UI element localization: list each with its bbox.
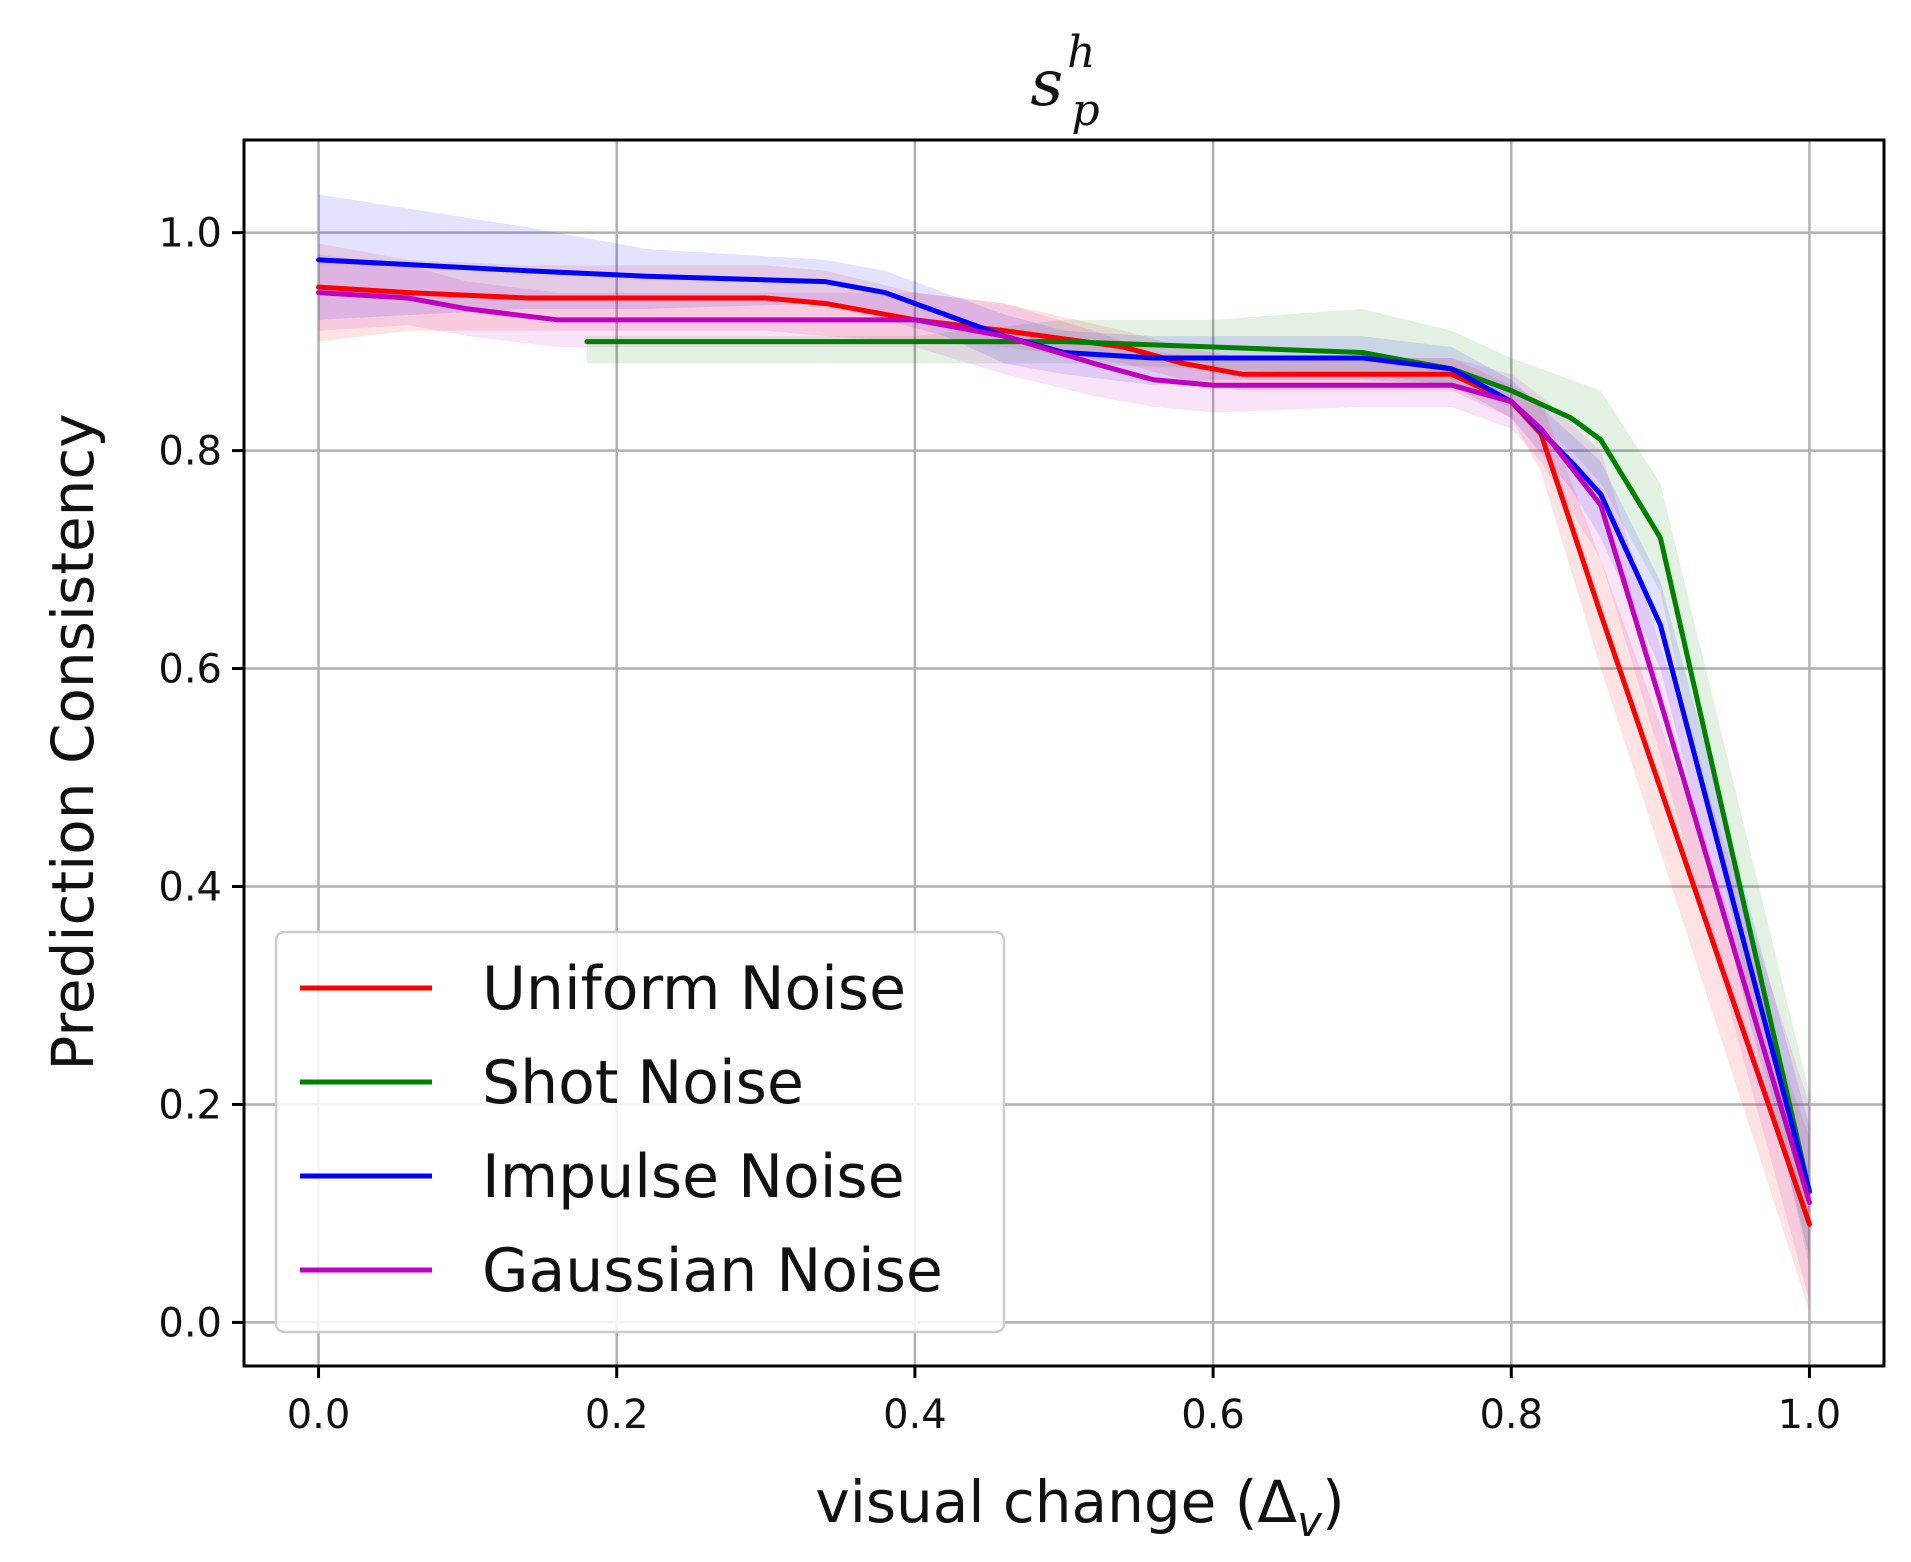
- x-tick-label: 0.4: [883, 1392, 947, 1438]
- x-tick-label: 1.0: [1778, 1392, 1842, 1438]
- x-tick-label: 0.2: [585, 1392, 649, 1438]
- gaussian-noise-line: [316, 290, 1812, 1206]
- x-tick-label: 0.8: [1479, 1392, 1543, 1438]
- y-tick-label: 0.4: [158, 864, 222, 910]
- y-axis-ticks: 0.0 0.2 0.4 0.6 0.8 1.0: [158, 211, 244, 1346]
- y-tick-label: 0.6: [158, 647, 222, 693]
- y-tick-label: 0.8: [158, 429, 222, 475]
- plot-frame: [242, 138, 1886, 1368]
- x-axis-title: visual change (Δv): [815, 1468, 1344, 1546]
- series-lines: [316, 257, 1812, 1227]
- legend-label-gaussian-noise: Gaussian Noise: [482, 1236, 943, 1306]
- legend-label-impulse-noise: Impulse Noise: [482, 1142, 905, 1212]
- y-axis-title: Prediction Consistency: [39, 413, 107, 1070]
- chart-title: sh p: [1030, 27, 1099, 136]
- legend-label-uniform-noise: Uniform Noise: [482, 954, 906, 1024]
- x-axis-title-main: visual change (Δ: [815, 1468, 1297, 1536]
- chart-title-sup: h: [1067, 27, 1095, 78]
- confidence-bands: [318, 194, 1810, 1312]
- y-tick-label: 0.0: [158, 1300, 222, 1346]
- x-tick-label: 0.6: [1181, 1392, 1245, 1438]
- x-axis-title-sub: v: [1297, 1497, 1323, 1546]
- chart-title-sub: p: [1072, 85, 1100, 136]
- legend: Uniform Noise Shot Noise Impulse Noise Gaus…: [274, 930, 1006, 1334]
- impulse-noise-band: [318, 194, 1810, 1258]
- chart-title-main: s: [1030, 47, 1063, 121]
- x-axis-ticks: 0.0 0.2 0.4 0.6 0.8 1.0: [287, 1366, 1842, 1438]
- legend-box: [274, 930, 1006, 1334]
- y-tick-label: 0.2: [158, 1082, 222, 1128]
- legend-label-shot-noise: Shot Noise: [482, 1048, 804, 1118]
- x-tick-label: 0.0: [287, 1392, 351, 1438]
- x-axis-title-close: ): [1322, 1468, 1345, 1536]
- shot-noise-line: [584, 339, 1812, 1195]
- y-tick-label: 1.0: [158, 211, 222, 257]
- impulse-noise-line: [316, 257, 1812, 1195]
